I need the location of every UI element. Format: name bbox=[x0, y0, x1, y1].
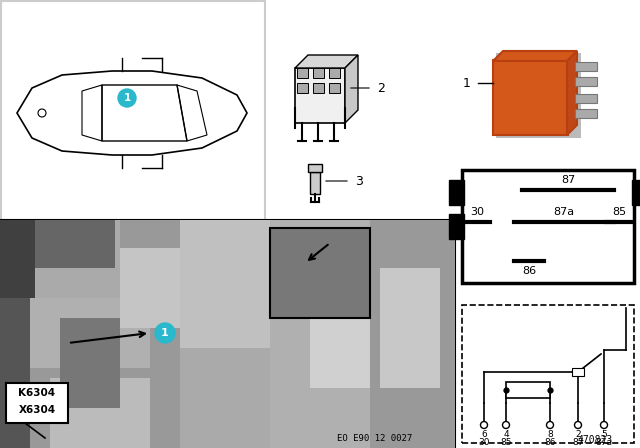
Text: 30: 30 bbox=[470, 207, 484, 217]
Text: 87: 87 bbox=[572, 438, 584, 447]
Bar bbox=[297, 83, 308, 93]
Polygon shape bbox=[17, 71, 247, 155]
Bar bbox=[370, 220, 455, 448]
Bar bbox=[1, 1, 265, 220]
Text: 3: 3 bbox=[355, 175, 363, 188]
Polygon shape bbox=[493, 51, 577, 61]
Bar bbox=[180, 348, 300, 448]
Circle shape bbox=[118, 89, 136, 107]
Text: 85: 85 bbox=[612, 207, 626, 217]
Bar bbox=[572, 368, 584, 376]
Circle shape bbox=[481, 422, 488, 428]
Bar bbox=[575, 77, 597, 86]
Polygon shape bbox=[345, 55, 358, 123]
Text: 87a: 87a bbox=[554, 207, 575, 217]
Bar bbox=[295, 68, 345, 123]
Bar bbox=[462, 305, 634, 443]
Bar bbox=[6, 383, 68, 423]
Bar bbox=[30, 220, 120, 308]
Text: K6304: K6304 bbox=[19, 388, 56, 398]
Bar bbox=[180, 220, 270, 348]
Text: 6: 6 bbox=[481, 430, 487, 439]
Bar bbox=[575, 62, 597, 71]
Text: 87: 87 bbox=[561, 175, 575, 185]
Bar bbox=[50, 378, 150, 448]
Text: X6304: X6304 bbox=[19, 405, 56, 415]
Bar bbox=[308, 164, 322, 172]
Circle shape bbox=[155, 323, 175, 343]
Bar bbox=[496, 53, 581, 138]
Bar bbox=[310, 172, 320, 194]
Bar bbox=[310, 268, 390, 388]
Circle shape bbox=[502, 422, 509, 428]
Bar bbox=[35, 220, 115, 268]
Bar bbox=[493, 60, 568, 135]
Text: 86: 86 bbox=[544, 438, 556, 447]
Circle shape bbox=[547, 422, 554, 428]
Bar bbox=[60, 318, 120, 408]
Polygon shape bbox=[295, 55, 358, 68]
Text: 30: 30 bbox=[478, 438, 490, 447]
Bar bbox=[0, 220, 455, 448]
Bar bbox=[329, 83, 340, 93]
Bar bbox=[297, 68, 308, 78]
Text: 4: 4 bbox=[503, 430, 509, 439]
Circle shape bbox=[600, 422, 607, 428]
Text: 85: 85 bbox=[500, 438, 512, 447]
Text: 5: 5 bbox=[601, 430, 607, 439]
Text: 8: 8 bbox=[547, 430, 553, 439]
Text: EO E90 12 0027: EO E90 12 0027 bbox=[337, 434, 413, 443]
Bar bbox=[270, 228, 370, 318]
Bar bbox=[506, 382, 550, 398]
Bar bbox=[575, 94, 597, 103]
Bar bbox=[449, 214, 464, 239]
Bar bbox=[462, 170, 634, 283]
Bar bbox=[0, 220, 30, 448]
Bar bbox=[30, 220, 180, 448]
Polygon shape bbox=[567, 51, 577, 135]
Text: 1: 1 bbox=[463, 77, 471, 90]
Text: 87a: 87a bbox=[595, 438, 612, 447]
Text: 2: 2 bbox=[377, 82, 385, 95]
Bar bbox=[270, 220, 370, 448]
Bar bbox=[313, 68, 324, 78]
Text: 1: 1 bbox=[124, 93, 131, 103]
Bar bbox=[30, 298, 150, 368]
Bar bbox=[0, 220, 35, 298]
Text: 1: 1 bbox=[161, 328, 169, 338]
Bar bbox=[449, 180, 464, 205]
Bar bbox=[575, 109, 597, 118]
Bar bbox=[120, 248, 200, 328]
Bar bbox=[329, 68, 340, 78]
Bar bbox=[632, 180, 640, 205]
Bar bbox=[380, 268, 440, 388]
Bar bbox=[313, 83, 324, 93]
Text: 86: 86 bbox=[522, 266, 536, 276]
Text: 470823: 470823 bbox=[577, 435, 612, 445]
Circle shape bbox=[575, 422, 582, 428]
Text: 2: 2 bbox=[575, 430, 581, 439]
